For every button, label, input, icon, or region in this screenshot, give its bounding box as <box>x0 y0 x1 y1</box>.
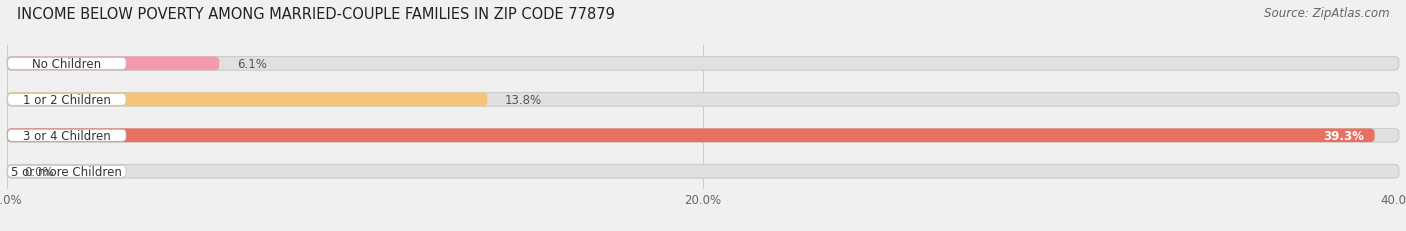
Text: 1 or 2 Children: 1 or 2 Children <box>22 93 111 106</box>
FancyBboxPatch shape <box>7 57 1399 71</box>
Text: 6.1%: 6.1% <box>236 58 267 71</box>
Text: 5 or more Children: 5 or more Children <box>11 165 122 178</box>
FancyBboxPatch shape <box>7 166 127 177</box>
Text: 0.0%: 0.0% <box>24 165 53 178</box>
FancyBboxPatch shape <box>7 130 127 142</box>
Text: 39.3%: 39.3% <box>1323 129 1364 142</box>
FancyBboxPatch shape <box>7 129 1375 143</box>
FancyBboxPatch shape <box>7 129 1399 143</box>
Text: INCOME BELOW POVERTY AMONG MARRIED-COUPLE FAMILIES IN ZIP CODE 77879: INCOME BELOW POVERTY AMONG MARRIED-COUPL… <box>17 7 614 22</box>
Text: No Children: No Children <box>32 58 101 71</box>
Text: 13.8%: 13.8% <box>505 93 541 106</box>
FancyBboxPatch shape <box>7 93 488 107</box>
FancyBboxPatch shape <box>7 93 1399 107</box>
FancyBboxPatch shape <box>7 58 127 70</box>
Text: 3 or 4 Children: 3 or 4 Children <box>22 129 111 142</box>
Text: Source: ZipAtlas.com: Source: ZipAtlas.com <box>1264 7 1389 20</box>
FancyBboxPatch shape <box>7 57 219 71</box>
FancyBboxPatch shape <box>7 165 1399 178</box>
FancyBboxPatch shape <box>7 94 127 106</box>
